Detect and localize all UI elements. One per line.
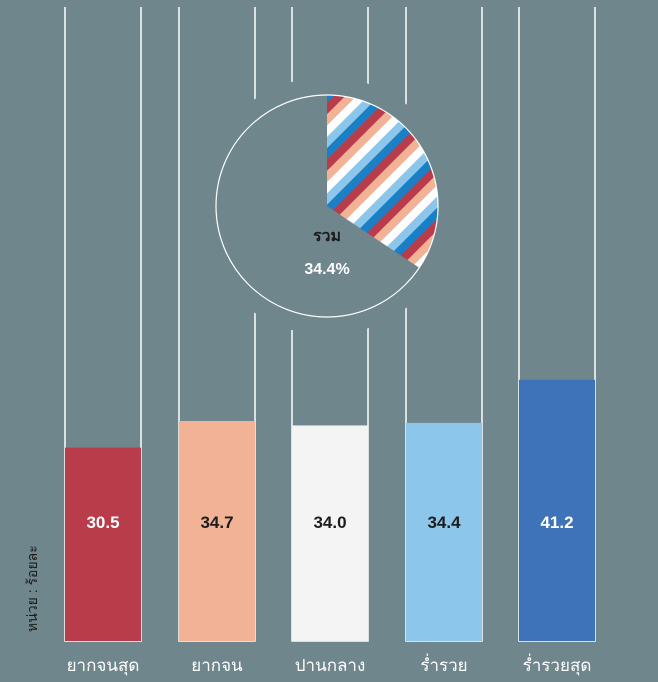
- value-labels: 30.5 34.7 34.0 34.4 41.2: [86, 513, 573, 532]
- category-label: ปานกลาง: [295, 656, 366, 675]
- pie-chart: รวม 34.4%: [198, 77, 456, 335]
- category-label: ร่ำรวย: [420, 653, 467, 675]
- bar: [292, 425, 368, 641]
- bars: [65, 379, 595, 641]
- pie-outline: [215, 94, 439, 318]
- pie-slice: [327, 95, 439, 268]
- category-label: ยากจนสุด: [67, 656, 140, 676]
- pie-value-label: 34.4%: [304, 261, 349, 278]
- bar-value-label: 34.0: [313, 513, 346, 532]
- bar: [179, 421, 255, 641]
- category-label: ยากจน: [191, 656, 243, 675]
- bar-value-label: 30.5: [86, 513, 119, 532]
- bar-value-label: 34.4: [427, 513, 461, 532]
- category-labels: ยากจนสุด ยากจน ปานกลาง ร่ำรวย ร่ำรวยสุด: [67, 653, 592, 676]
- unit-label: หน่วย : ร้อยละ: [24, 545, 40, 632]
- pie-label: รวม: [313, 228, 341, 245]
- bar-value-label: 41.2: [540, 513, 573, 532]
- bar: [65, 447, 141, 641]
- bar: [519, 379, 595, 641]
- category-label: ร่ำรวยสุด: [523, 653, 592, 676]
- bar-value-label: 34.7: [200, 513, 233, 532]
- bar: [406, 422, 482, 641]
